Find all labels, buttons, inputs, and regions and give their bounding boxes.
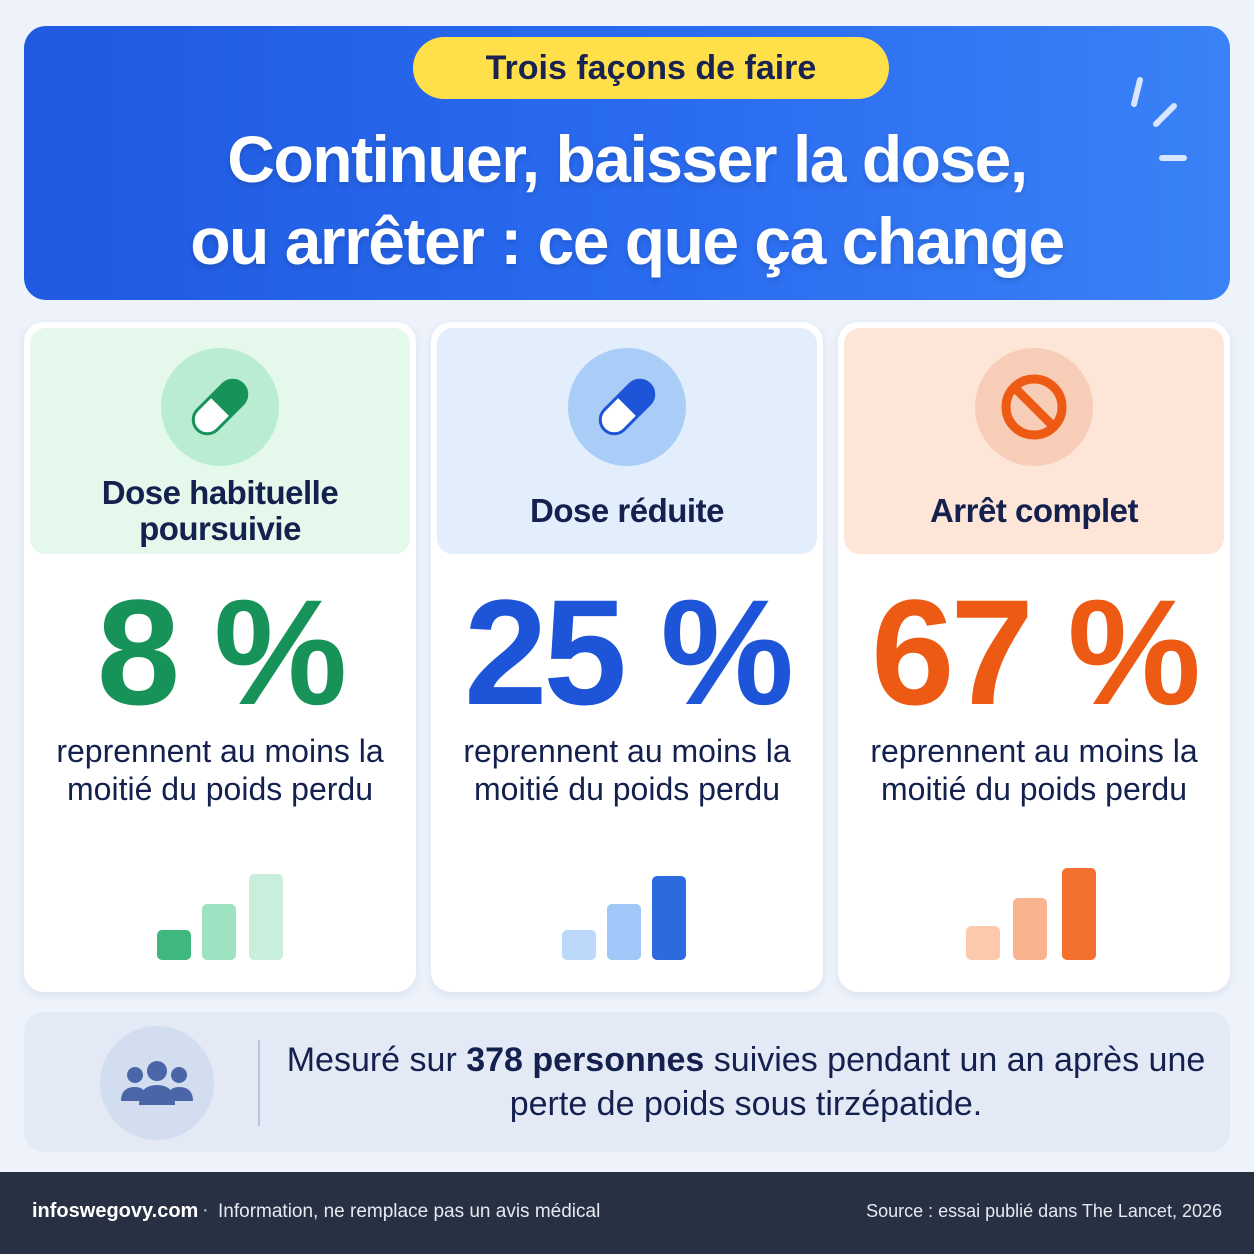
card-reduce: Dose réduite 25 % reprennent au moins la…	[431, 322, 823, 992]
card-title: Arrêt complet	[929, 492, 1139, 529]
card-stop: Arrêt complet 67 % reprennent au moins l…	[838, 322, 1230, 992]
study-note: Mesuré sur 378 personnes suivies pendant…	[24, 1012, 1230, 1152]
pill-icon	[568, 348, 686, 466]
percent-value: 25 %	[464, 568, 794, 736]
bar-medium	[1013, 898, 1047, 960]
source-credit: Source : essai publié dans The Lancet, 2…	[866, 1201, 1222, 1221]
prohibited-icon	[975, 348, 1093, 466]
site-name: infoswegovy.com	[32, 1200, 199, 1222]
percent-value: 8 %	[96, 568, 347, 736]
separator: ·	[202, 1199, 209, 1221]
card-description: reprennent au moins la moitié du poids p…	[56, 733, 384, 807]
bottom-bar: infoswegovy.com · Information, ne rempla…	[0, 1172, 1254, 1254]
card-description: reprennent au moins la moitié du poids p…	[870, 733, 1198, 807]
pill-icon	[161, 348, 279, 466]
card-title: Dose habituelle poursuivie	[101, 474, 339, 547]
bar-small	[966, 926, 1000, 960]
divider	[258, 1040, 260, 1126]
sparkle-icon	[1131, 77, 1187, 161]
card-continue: Dose habituelle poursuivie 8 % reprennen…	[24, 322, 416, 992]
percent-value: 67 %	[871, 568, 1201, 736]
people-icon	[100, 1026, 214, 1140]
bar-large	[1062, 868, 1096, 960]
page-title: Continuer, baisser la dose, ou arrêter :…	[24, 118, 1230, 282]
bar-medium	[607, 904, 641, 960]
note-text-end: suivies pendant un an après une perte de…	[509, 1041, 1206, 1123]
card-head: Arrêt complet	[844, 328, 1224, 554]
bar-small	[157, 930, 191, 960]
header-banner: Trois façons de faire Continuer, baisser…	[24, 26, 1230, 300]
bar-small	[562, 930, 596, 960]
title-line-1: Continuer, baisser la dose,	[227, 122, 1028, 196]
note-text-bold: 378 personnes	[466, 1041, 705, 1079]
bar-large	[249, 874, 283, 960]
title-line-2: ou arrêter : ce que ça change	[190, 204, 1065, 278]
card-head: Dose réduite	[437, 328, 817, 554]
header-tag: Trois façons de faire	[413, 37, 889, 99]
bar-graphic	[431, 870, 823, 960]
disclaimer: Information, ne remplace pas un avis méd…	[218, 1201, 601, 1222]
note-text-start: Mesuré sur	[286, 1041, 467, 1079]
bar-graphic	[838, 868, 1230, 960]
card-head: Dose habituelle poursuivie	[30, 328, 410, 554]
card-title: Dose réduite	[530, 492, 724, 529]
bar-medium	[202, 904, 236, 960]
card-description: reprennent au moins la moitié du poids p…	[463, 733, 791, 807]
bar-graphic	[24, 870, 416, 960]
bar-large	[652, 876, 686, 960]
study-note-text: Mesuré sur 378 personnes suivies pendant…	[276, 1038, 1216, 1126]
